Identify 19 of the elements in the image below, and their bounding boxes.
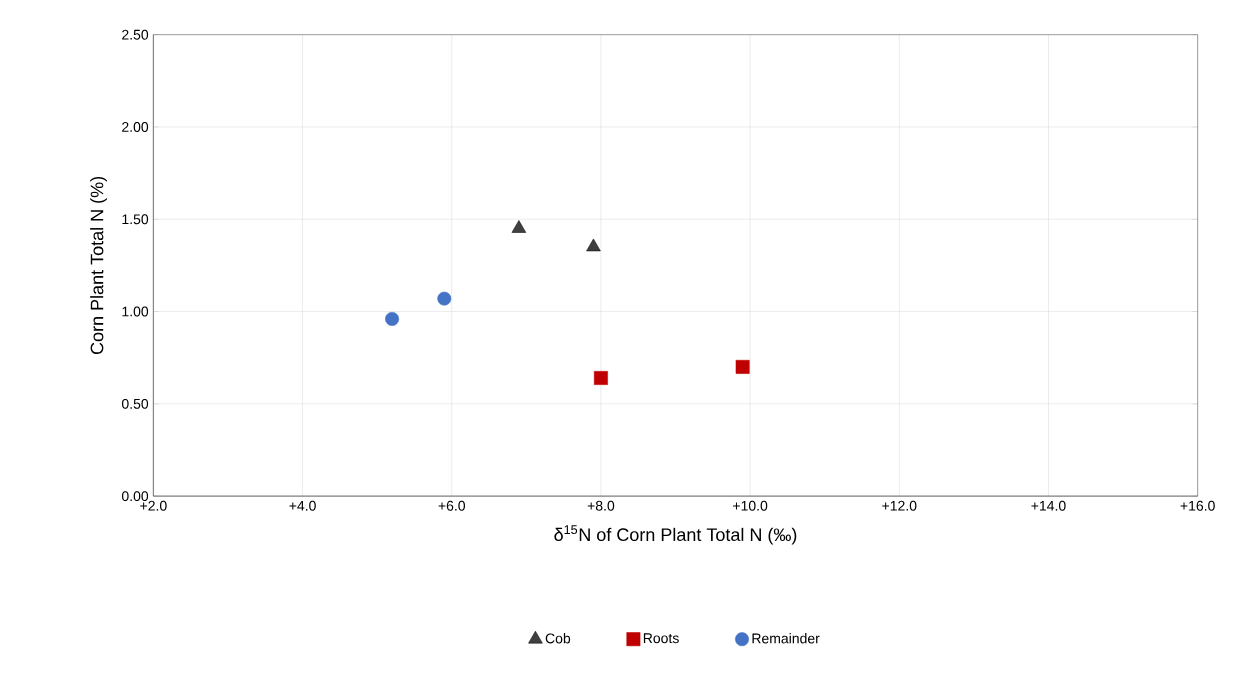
legend-label: Cob [545, 633, 571, 644]
y-tick-label: 2.50 [122, 29, 149, 40]
x-tick-label: +4.0 [289, 501, 316, 512]
x-tick-label: +14.0 [1031, 501, 1066, 512]
legend-label: Roots [643, 633, 679, 644]
y-tick-label: 2.00 [122, 122, 149, 133]
y-axis-title: Corn Plant Total N (%) [90, 177, 107, 355]
y-tick-label: 1.00 [122, 306, 149, 317]
x-tick-label: +2.0 [140, 501, 167, 512]
y-tick-label: 1.50 [122, 214, 149, 225]
x-tick-label: +16.0 [1180, 501, 1215, 512]
y-tick-label: 0.50 [121, 399, 149, 410]
x-tick-label: +8.0 [587, 501, 615, 512]
x-axis-title: δ$^{15}$N of Corn Plant Total N (‰) [554, 525, 797, 545]
x-tick-label: +10.0 [733, 501, 768, 512]
y-tick-label: 0.00 [121, 491, 149, 502]
legend-label: Remainder [752, 633, 820, 644]
x-tick-label: +6.0 [438, 501, 466, 512]
x-tick-label: +12.0 [882, 501, 917, 512]
